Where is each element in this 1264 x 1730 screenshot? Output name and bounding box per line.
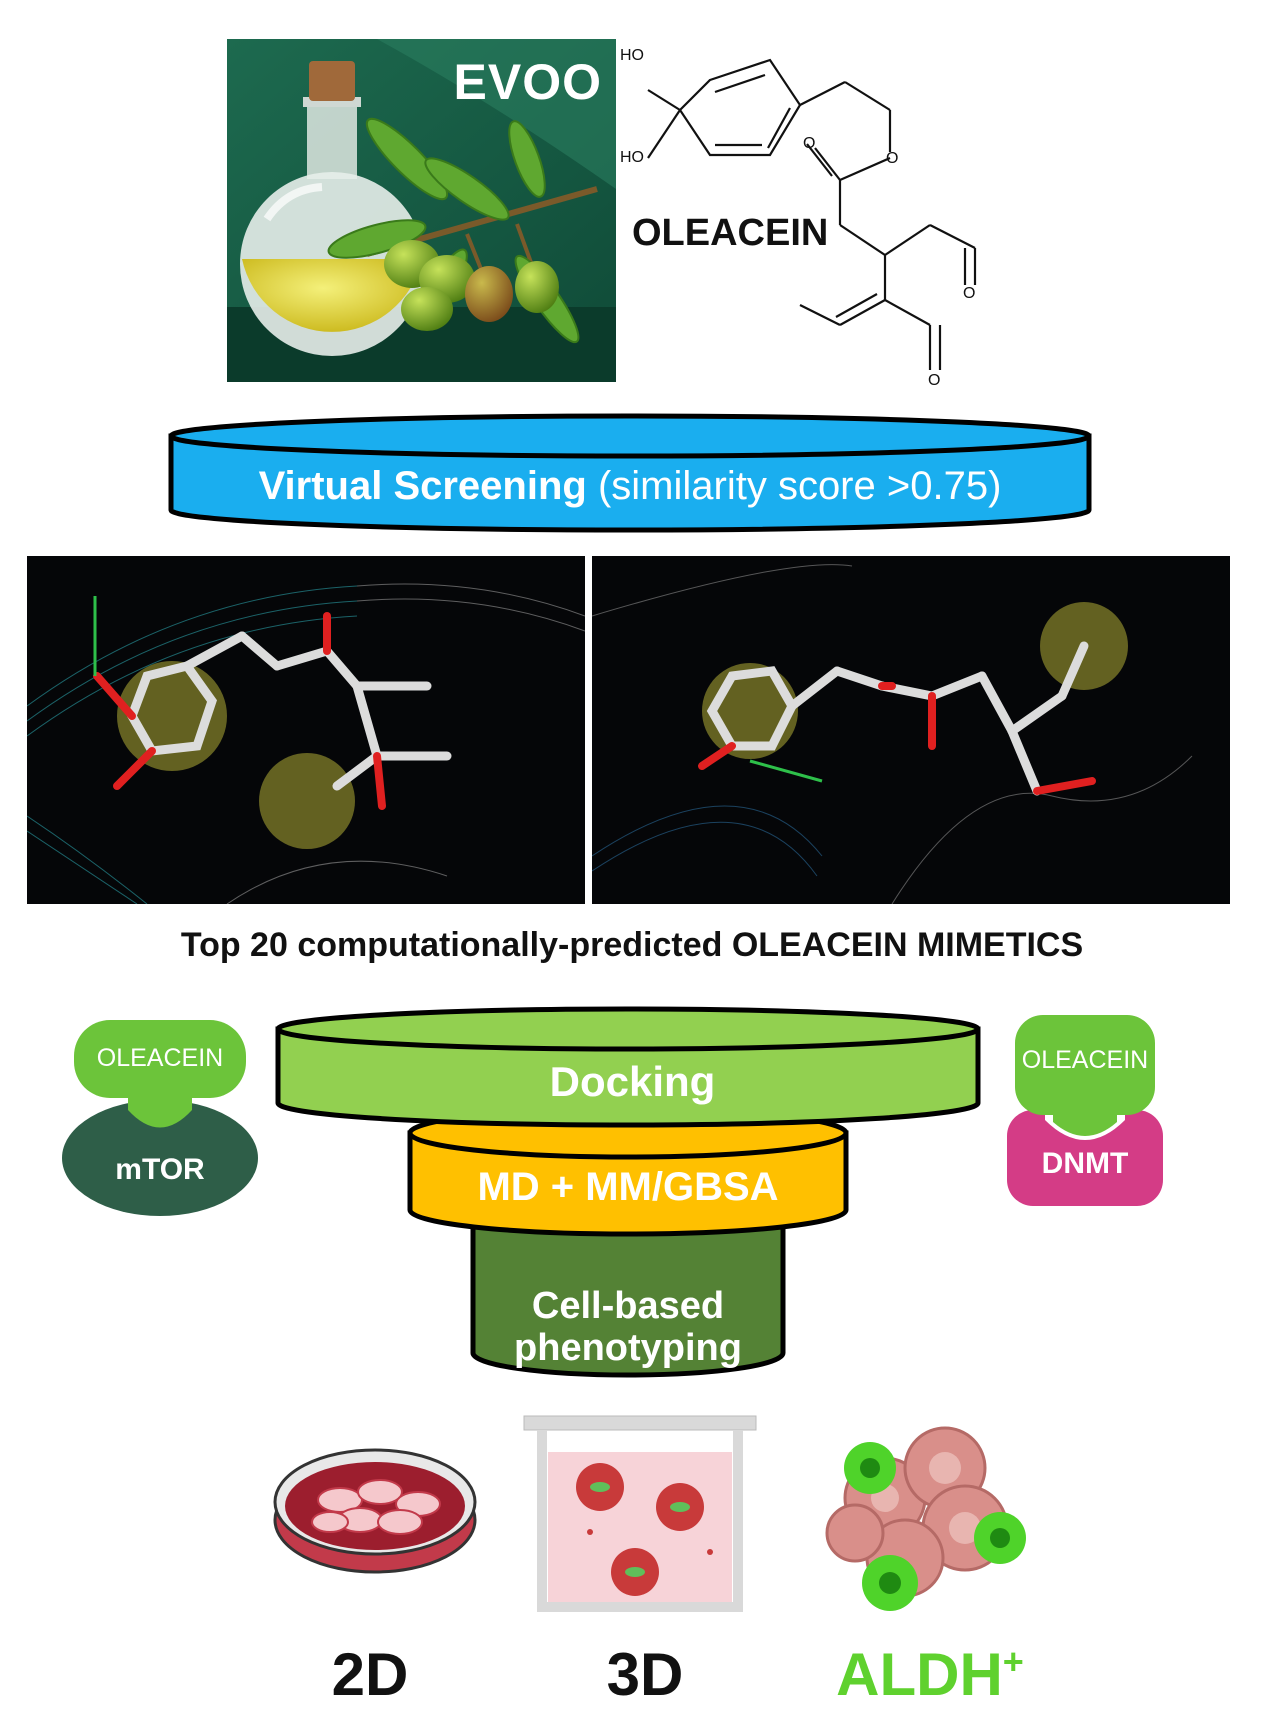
virtual-screening-label: Virtual Screening (similarity score >0.7… bbox=[165, 464, 1095, 509]
aldh-text: ALDH bbox=[836, 1641, 1003, 1708]
benzene-ring bbox=[678, 58, 802, 157]
oleacein-structure: HO HO O O O O bbox=[620, 47, 977, 389]
model-3d-label: 3D bbox=[606, 1641, 684, 1708]
petri-dish-icon bbox=[273, 1448, 477, 1574]
docking-pose-left bbox=[27, 556, 585, 904]
mtor-target-badge bbox=[62, 1020, 258, 1216]
mtor-target-label: mTOR bbox=[115, 1153, 205, 1186]
aldh-superscript: + bbox=[1002, 1641, 1024, 1682]
virtual-screening-disk bbox=[168, 413, 1092, 533]
model-aldh-label: ALDH+ bbox=[810, 1640, 1050, 1709]
cell-phenotyping-label: Cell-based phenotyping bbox=[473, 1285, 783, 1369]
model-2d-label: 2D bbox=[331, 1641, 409, 1708]
mimetics-caption: Top 20 computationally-predicted OLEACEI… bbox=[180, 926, 1084, 964]
virtual-screening-title: Virtual Screening bbox=[258, 464, 587, 508]
dnmt-ligand-label: OLEACEIN bbox=[1021, 1046, 1149, 1074]
spheroid-well-icon bbox=[523, 1415, 757, 1612]
docking-label: Docking bbox=[549, 1058, 716, 1105]
evoo-title: EVOO bbox=[453, 54, 602, 110]
o-carbonyl-label: O bbox=[803, 135, 815, 152]
ho-top-label: HO bbox=[620, 47, 644, 64]
md-mmgbsa-label: MD + MM/GBSA bbox=[477, 1165, 779, 1209]
o-aldehyde-1-label: O bbox=[963, 285, 975, 302]
screening-funnel bbox=[275, 1006, 981, 1378]
docking-pose-right bbox=[592, 556, 1230, 904]
o-aldehyde-2-label: O bbox=[928, 372, 940, 389]
evoo-panel: EVOO bbox=[227, 39, 616, 382]
dnmt-target-badge bbox=[1007, 1015, 1163, 1206]
docking-pose-right-render bbox=[592, 564, 1193, 904]
cell-phenotyping-line2: phenotyping bbox=[514, 1327, 742, 1369]
oleacein-label: OLEACEIN bbox=[632, 212, 829, 254]
aldh-cell-cluster-icon bbox=[825, 1426, 1026, 1611]
cell-phenotyping-line1: Cell-based bbox=[531, 1285, 725, 1327]
mtor-ligand-label: OLEACEIN bbox=[96, 1044, 224, 1072]
ho-bottom-label: HO bbox=[620, 149, 644, 166]
dnmt-target-label: DNMT bbox=[1041, 1147, 1129, 1180]
o-ring-label: O bbox=[886, 150, 898, 167]
olive-oil-illustration bbox=[227, 39, 616, 382]
virtual-screening-criterion: (similarity score >0.75) bbox=[586, 464, 1002, 508]
docking-pose-left-render bbox=[27, 583, 585, 904]
